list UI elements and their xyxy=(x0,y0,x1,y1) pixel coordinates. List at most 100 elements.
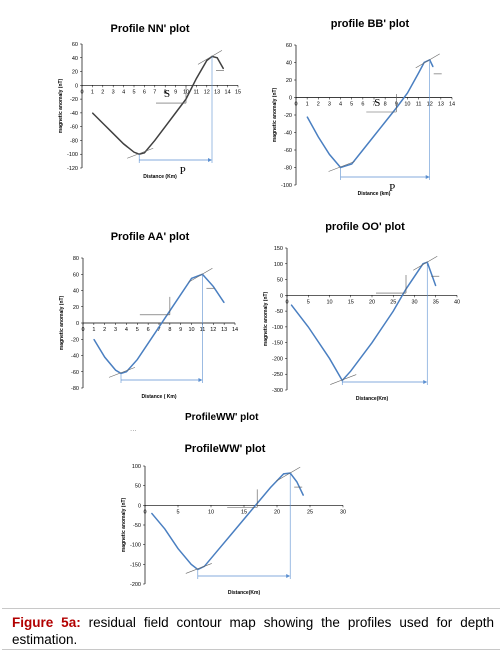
x-tick-label: 5 xyxy=(176,509,179,515)
chart-title: Profile AA' plot xyxy=(111,231,190,243)
x-tick-label: 9 xyxy=(174,89,177,95)
x-axis-label: Distance (km) xyxy=(358,191,391,197)
y-tick-label: 100 xyxy=(132,464,141,470)
data-point xyxy=(303,495,304,496)
annotation-p: P xyxy=(180,165,186,177)
y-tick-label: -20 xyxy=(284,113,292,119)
y-tick-label: -120 xyxy=(67,166,78,172)
x-tick-label: 20 xyxy=(369,299,375,305)
data-point xyxy=(351,163,353,165)
y-tick-label: -100 xyxy=(281,183,292,189)
y-tick-label: 50 xyxy=(277,278,283,284)
x-tick-label: 5 xyxy=(350,102,353,108)
y-tick-label: 100 xyxy=(274,262,283,268)
series-line xyxy=(91,55,225,156)
data-point xyxy=(373,135,375,137)
y-tick-label: 40 xyxy=(73,289,79,295)
data-point xyxy=(126,371,127,373)
x-tick-label: 20 xyxy=(274,509,280,515)
y-tick-label: 60 xyxy=(72,42,78,48)
data-point xyxy=(115,369,116,371)
y-tick-label: 60 xyxy=(286,43,292,49)
data-point xyxy=(151,512,152,514)
x-tick-label: 8 xyxy=(384,102,387,108)
y-tick-label: -200 xyxy=(272,356,283,362)
data-point xyxy=(290,304,292,306)
data-point xyxy=(223,302,225,304)
y-tick-label: -100 xyxy=(67,152,78,158)
x-tick-label: 35 xyxy=(433,299,439,305)
data-point xyxy=(230,534,232,536)
data-point xyxy=(350,370,352,372)
data-point xyxy=(104,356,106,358)
x-tick-label: 11 xyxy=(416,102,422,108)
y-axis-label: magnetic anomaly (nT) xyxy=(272,87,278,142)
x-tick-label: 8 xyxy=(164,89,167,95)
y-tick-label: -200 xyxy=(130,582,141,588)
y-tick-label: -150 xyxy=(130,562,141,568)
y-axis-label: magnetic anomaly (nT) xyxy=(263,291,269,346)
x-tick-label: 10 xyxy=(208,509,214,515)
y-tick-label: -300 xyxy=(272,388,283,394)
data-point xyxy=(147,342,149,344)
distance-arrowhead xyxy=(198,378,203,382)
y-tick-label: -80 xyxy=(70,138,78,144)
y-tick-label: -40 xyxy=(71,354,79,360)
data-point xyxy=(407,92,408,94)
data-point xyxy=(191,277,192,279)
x-tick-label: 3 xyxy=(114,327,117,333)
x-tick-label: 40 xyxy=(454,299,460,305)
caption-text: residual field contour map showing the p… xyxy=(12,615,495,647)
chart-title: profile BB' plot xyxy=(331,18,410,30)
y-tick-label: 40 xyxy=(72,56,78,62)
y-tick-label: 0 xyxy=(138,503,141,509)
x-tick-label: 12 xyxy=(204,89,210,95)
x-tick-label: 12 xyxy=(210,327,216,333)
data-point xyxy=(435,285,437,287)
data-point xyxy=(123,143,124,145)
y-tick-label: 40 xyxy=(286,61,292,67)
data-point xyxy=(180,294,182,295)
data-point xyxy=(102,122,104,124)
chart-title: Profile NN' plot xyxy=(110,23,189,35)
x-tick-label: 15 xyxy=(241,509,247,515)
chart-title: profile OO' plot xyxy=(325,221,405,233)
figure-caption: Figure 5a: residual field contour map sh… xyxy=(12,614,494,648)
x-tick-label: 14 xyxy=(225,89,231,95)
x-tick-label: 5 xyxy=(136,327,139,333)
annotation-s: S xyxy=(374,97,380,109)
y-tick-label: -40 xyxy=(70,111,78,117)
chart-profile-ww: ProfileWW' plot 100 50 0 -50 -100 -150 -200 0 5 10… xyxy=(105,440,355,600)
y-tick-label: -100 xyxy=(130,543,141,549)
chart-profile-oo-svg: profile OO' plot150100500-50-100-150-200… xyxy=(263,221,460,402)
tangent-line-min xyxy=(330,374,357,385)
y-tick-label: 0 xyxy=(75,83,78,89)
x-tick-label: 11 xyxy=(194,89,200,95)
data-point xyxy=(175,112,176,114)
x-tick-label: 2 xyxy=(317,102,320,108)
x-tick-label: 10 xyxy=(326,299,332,305)
y-tick-label: 0 xyxy=(289,96,292,102)
data-point xyxy=(93,338,95,340)
x-tick-label: 6 xyxy=(143,89,146,95)
x-tick-label: 2 xyxy=(103,327,106,333)
x-tick-label: 30 xyxy=(340,509,346,515)
x-tick-label: 6 xyxy=(361,102,364,108)
data-point xyxy=(296,481,298,483)
data-point xyxy=(243,518,245,520)
data-point xyxy=(432,66,434,68)
data-point xyxy=(329,358,330,359)
caption-box xyxy=(2,608,500,650)
data-point xyxy=(418,72,419,74)
y-tick-label: -100 xyxy=(272,325,283,331)
x-tick-label: 0 xyxy=(143,509,146,515)
x-axis-label: Distance (Km) xyxy=(143,174,177,180)
y-tick-label: 50 xyxy=(135,484,141,490)
chart-profile-aa: Profile AA' plot 80 60 40 20 0 -20 -40 -60 -80 0 1 2… xyxy=(55,228,255,403)
series-line xyxy=(151,472,305,571)
chart-profile-nn: Profile NN' plot 60 40 20 0 -20 -40 -60 -80 -100-… xyxy=(50,18,250,198)
data-point xyxy=(371,342,373,344)
data-point xyxy=(177,548,179,549)
caption-label: Figure 5a: xyxy=(12,615,81,630)
